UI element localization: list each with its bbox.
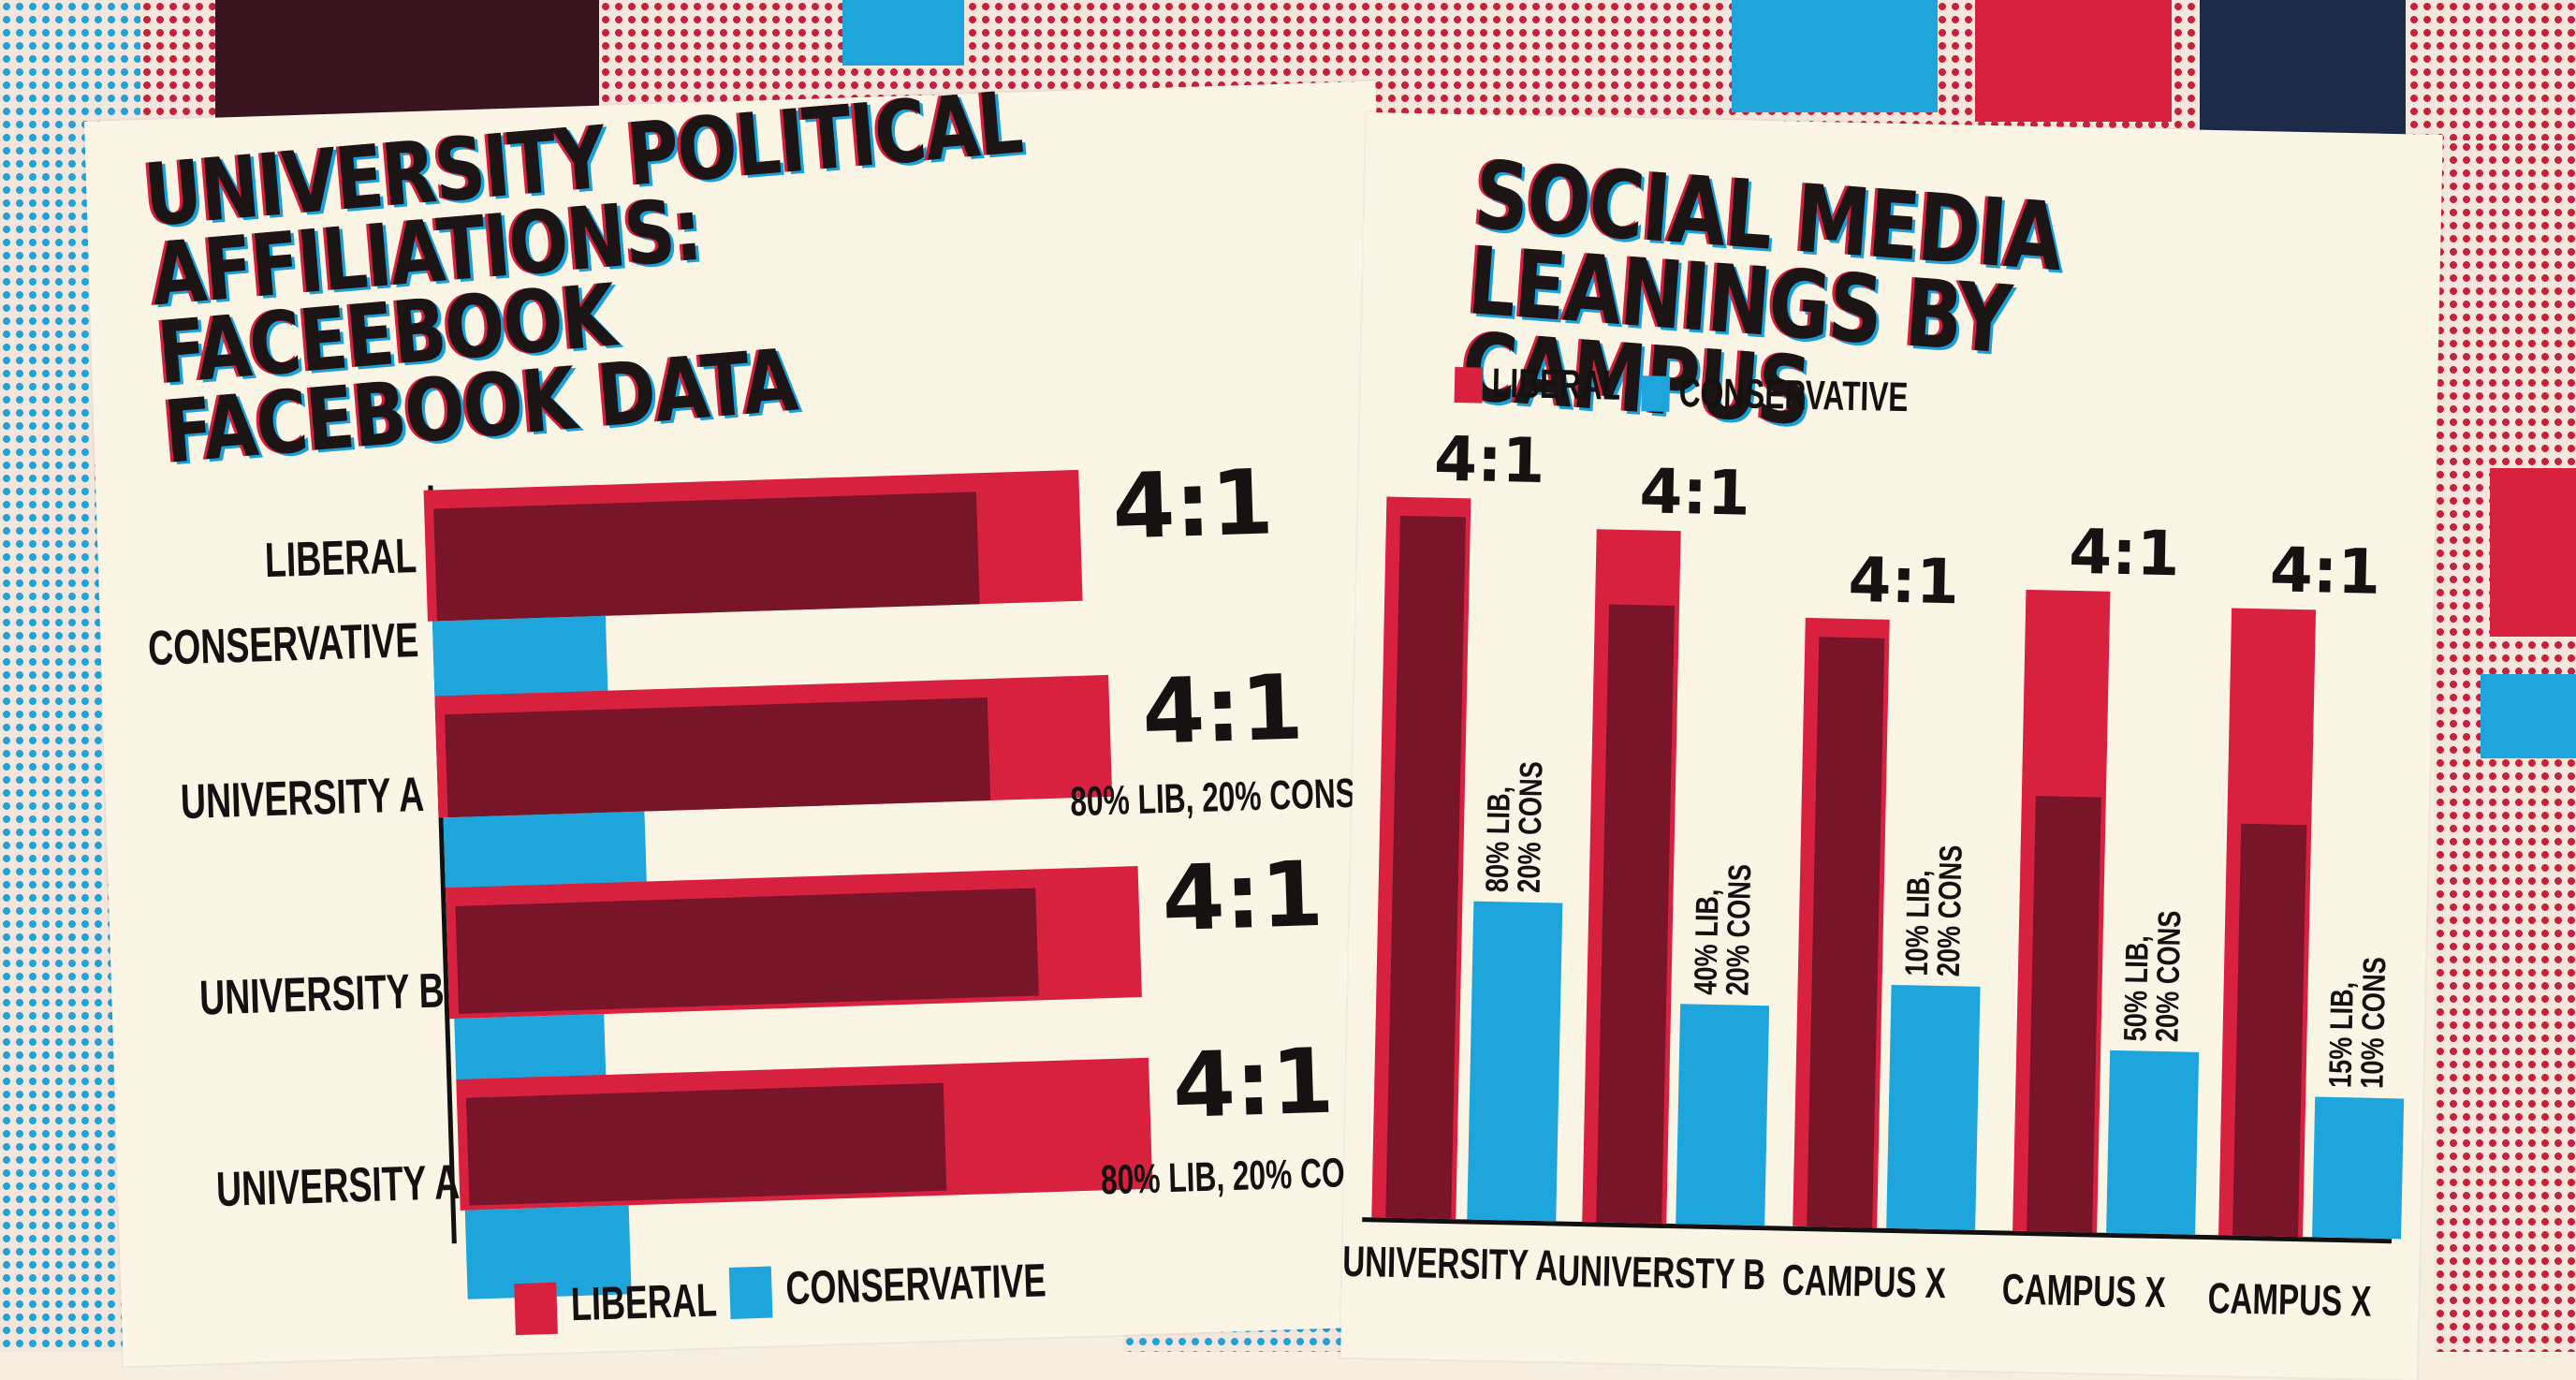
group-0-ratio: 4:1	[1433, 422, 1546, 498]
bar-liberal-row-1	[434, 674, 1113, 818]
group-4-label: CAMPUS X	[2207, 1273, 2373, 1326]
legend-swatch-conservative	[728, 1266, 773, 1319]
ratio-label-row-3: 4:1	[1171, 1028, 1336, 1138]
ratio-label-row-0: 4:1	[1110, 449, 1276, 560]
background-red-right	[2490, 468, 2576, 637]
group-4-sub: 15% LIB, 10% CONS	[2322, 956, 2393, 1090]
group-1-sub: 40% LIB, 20% CONS	[1688, 863, 1759, 996]
group-2-sub: 10% LIB, 20% CONS	[1898, 844, 1969, 977]
left-chart-card: UNIVERSITY POLITICAL AFFILIATIONS: FACEE…	[84, 73, 1415, 1367]
group-4-bar-conservative	[2312, 1096, 2405, 1240]
row-label-university-a: UNIVERSITY A	[179, 767, 425, 830]
group-3-sub: 50% LIB, 20% CONS	[2117, 910, 2188, 1043]
group-3-label: CAMPUS X	[2001, 1264, 2167, 1317]
row-label-conservative: CONSERVATIVE	[147, 613, 420, 677]
group-0-bar-conservative	[1467, 901, 1563, 1222]
group-1-bar-conservative	[1676, 1004, 1770, 1226]
background-navy-block	[2200, 0, 2406, 140]
background-blue-right	[2481, 674, 2576, 758]
legend-label-conservative: CONSERVATIVE	[784, 1254, 1047, 1315]
left-chart-title: UNIVERSITY POLITICAL AFFILIATIONS: FACEE…	[140, 73, 1178, 483]
group-2-ratio: 4:1	[1847, 543, 1960, 619]
group-2-bar-liberal	[1793, 617, 1890, 1228]
row-label-university-a-2: UNIVERSITY A	[214, 1154, 461, 1218]
right-chart-card: SOCIAL MEDIA LEANINGS BY CAMPUS LIBERAL …	[1340, 112, 2443, 1380]
group-0-bar-liberal	[1371, 496, 1471, 1220]
group-1-ratio: 4:1	[1638, 455, 1751, 530]
group-1-label: UNIVERSTY B	[1557, 1245, 1766, 1299]
background-blue-block-2	[1732, 0, 1938, 112]
ratio-label-row-2: 4:1	[1160, 841, 1325, 952]
group-3-ratio: 4:1	[2068, 515, 2181, 591]
group-1-bar-liberal	[1582, 529, 1681, 1224]
bar-liberal-row-2	[445, 866, 1142, 1020]
group-4-bar-liberal	[2218, 608, 2317, 1238]
group-3-bar-conservative	[2106, 1050, 2200, 1235]
legend-label-conservative-right: CONSERVATIVE	[1678, 370, 1909, 421]
group-4-ratio: 4:1	[2269, 534, 2382, 609]
group-2-label: CAMPUS X	[1781, 1255, 1947, 1308]
bar-liberal-row-0	[423, 469, 1083, 622]
row-label-liberal: LIBERAL	[263, 529, 417, 589]
group-2-bar-conservative	[1886, 984, 1981, 1230]
sub-label-row-1: 80% LIB, 20% CONS	[1069, 770, 1356, 826]
legend-label-liberal-right: LIBERAL	[1491, 360, 1621, 409]
legend-label-liberal: LIBERAL	[570, 1273, 718, 1331]
bar-liberal-row-3	[456, 1057, 1153, 1211]
legend-swatch-conservative-right	[1641, 375, 1671, 412]
group-0-label: UNIVERSITY A	[1341, 1236, 1559, 1290]
legend-swatch-liberal	[514, 1282, 558, 1336]
legend-swatch-liberal-right	[1454, 367, 1484, 404]
background-blue-block	[842, 0, 964, 66]
row-label-university-b: UNIVERSITY B	[198, 963, 446, 1026]
ratio-label-row-1: 4:1	[1140, 654, 1306, 765]
group-0-sub: 80% LIB, 20% CONS	[1479, 760, 1550, 894]
background-red-block	[1975, 0, 2172, 122]
group-3-bar-liberal	[2012, 589, 2111, 1233]
